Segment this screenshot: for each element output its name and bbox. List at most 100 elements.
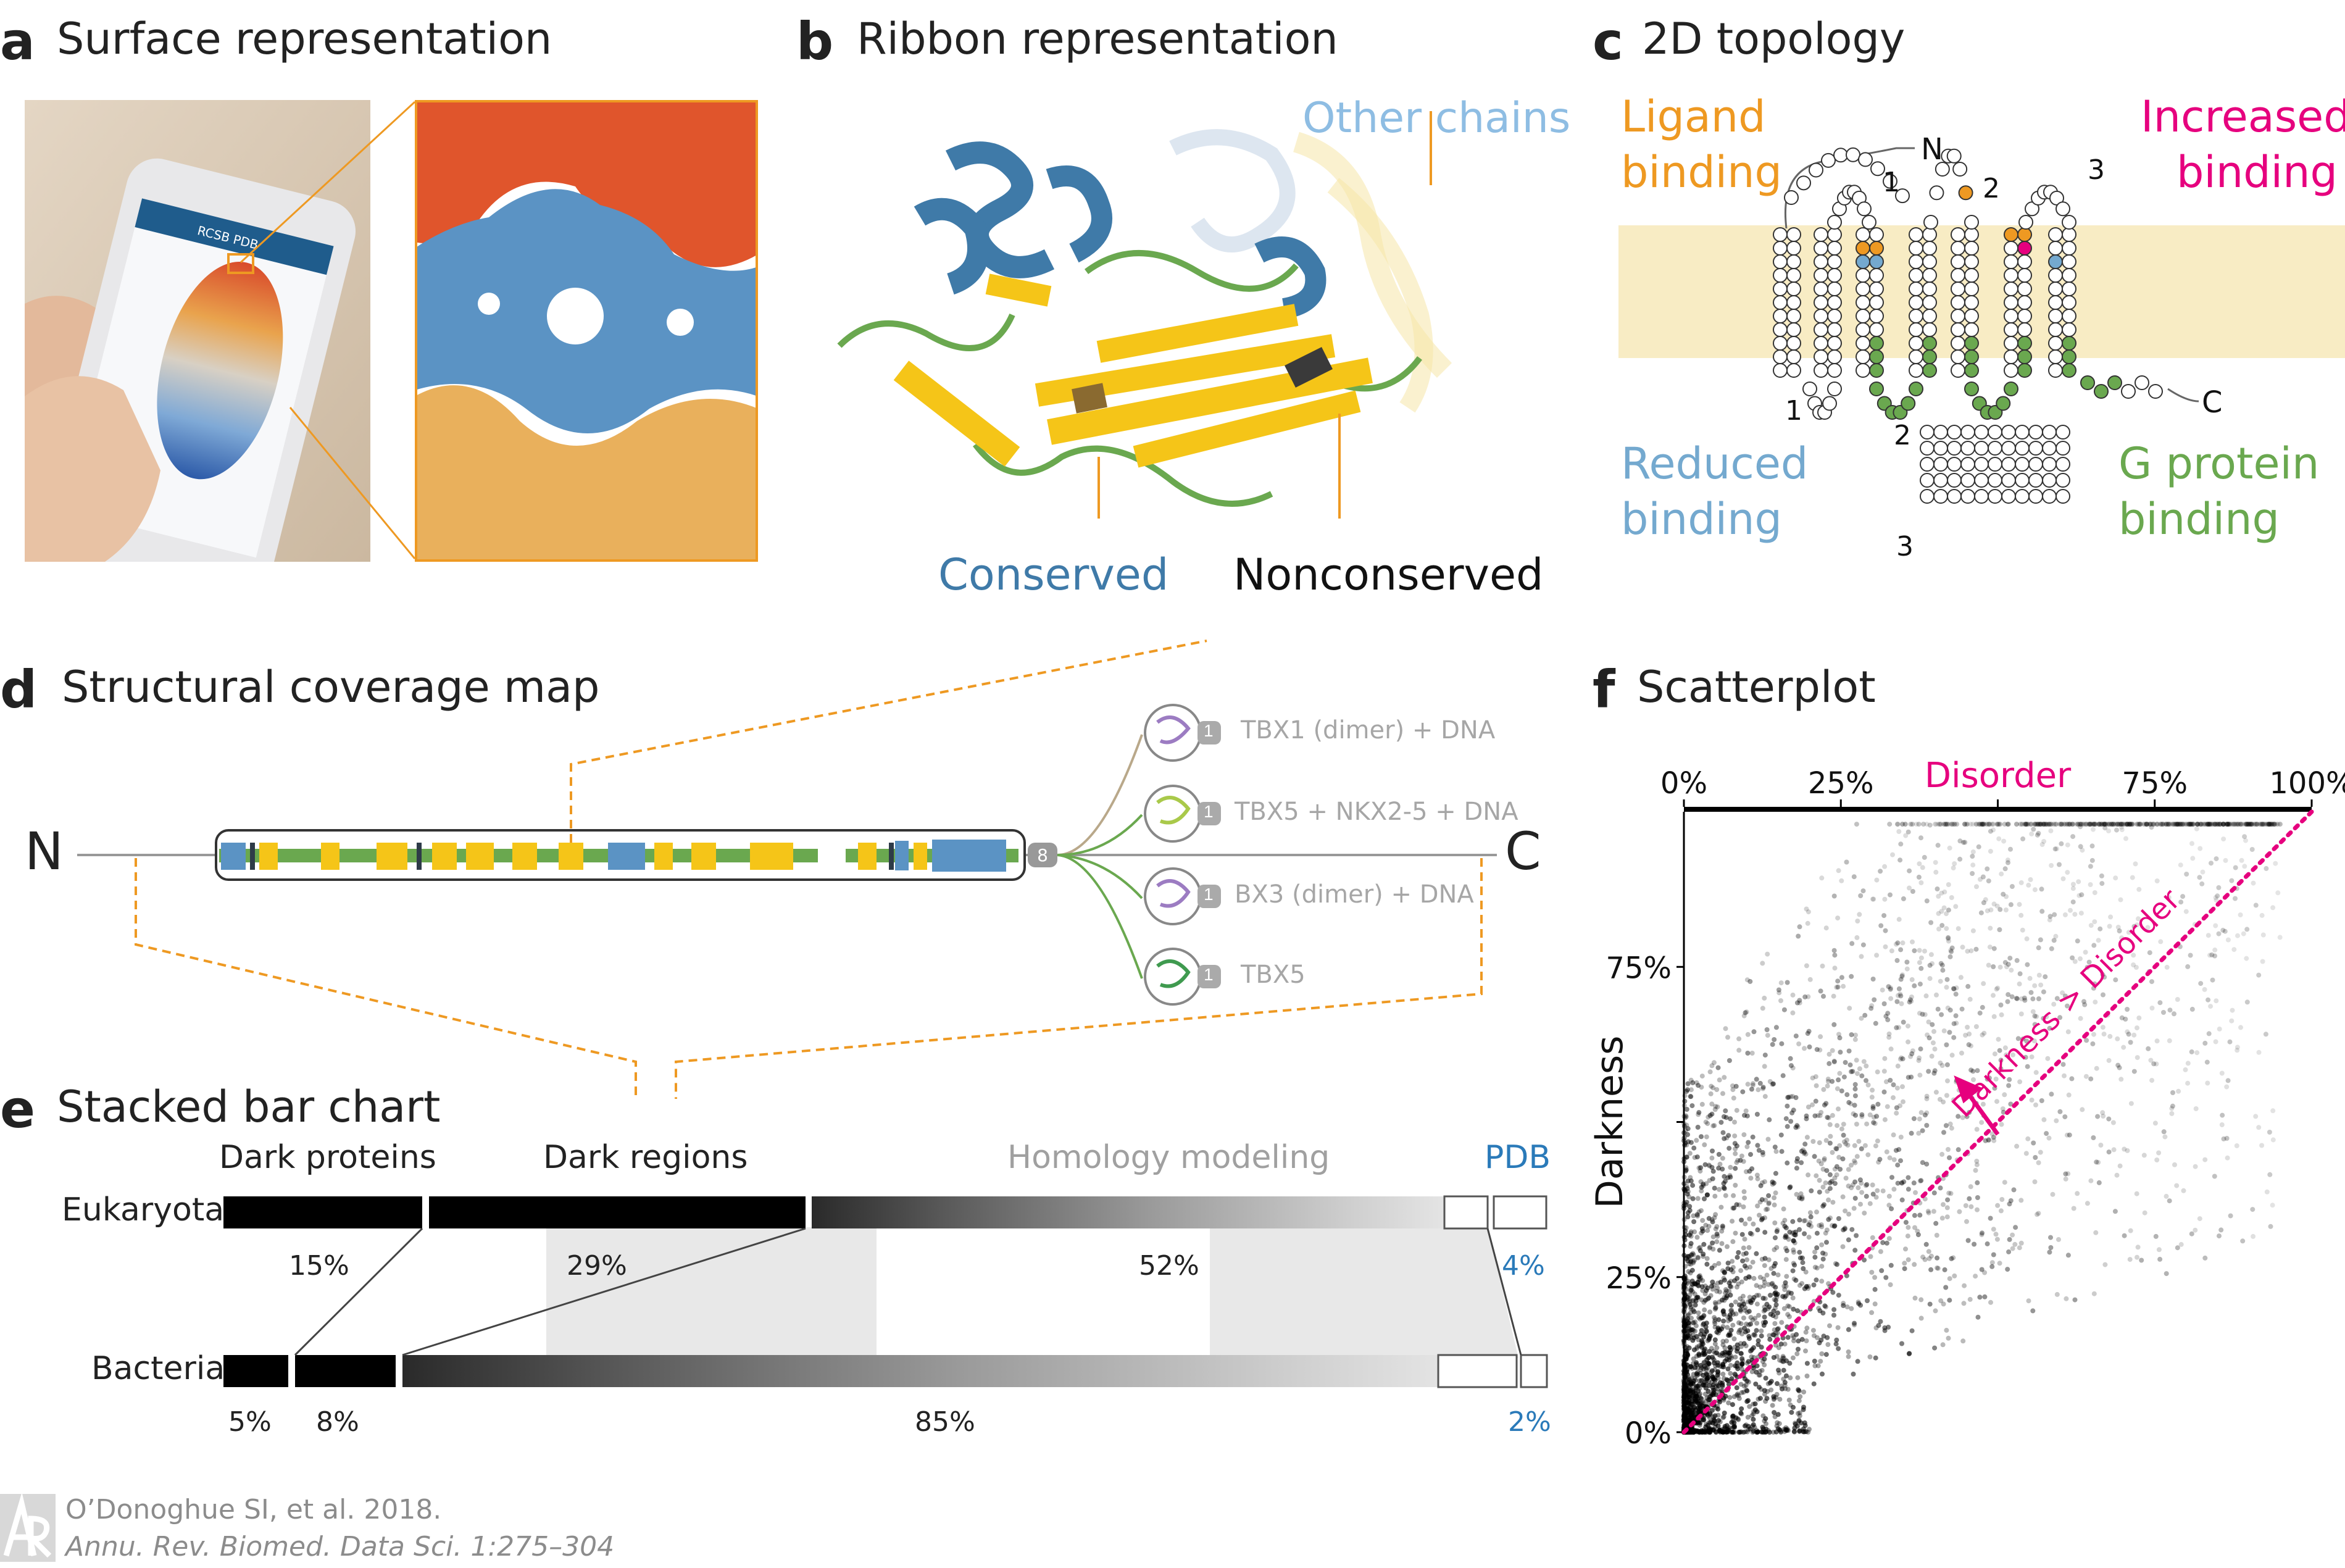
structure-label-1[interactable]: TBX1 (dimer) + DNA xyxy=(1241,716,1496,744)
scatter-point xyxy=(1681,1406,1687,1412)
scatter-point xyxy=(1957,856,1963,862)
scatter-point xyxy=(2057,822,2062,827)
scatter-point xyxy=(1735,1342,1740,1348)
scatter-point xyxy=(1712,1185,1717,1191)
residue-bead xyxy=(2048,241,2063,256)
scatter-point xyxy=(1710,1356,1716,1362)
scatter-point xyxy=(1715,1280,1721,1286)
scatter-point xyxy=(1681,1397,1687,1403)
scatter-point xyxy=(1690,1298,1696,1304)
scatter-point xyxy=(1912,948,1917,954)
scatter-point xyxy=(1931,1209,1936,1214)
scatter-point xyxy=(1827,1172,1833,1177)
scatter-point xyxy=(1709,1063,1715,1069)
scatter-point xyxy=(1894,1085,1900,1091)
scatter-point xyxy=(1937,1096,1943,1102)
scatter-point xyxy=(1681,1419,1686,1424)
residue-bead xyxy=(1869,363,1884,378)
scatter-point xyxy=(1693,1388,1698,1394)
scatter-point xyxy=(1782,1287,1788,1293)
scatter-point xyxy=(1707,1069,1713,1075)
scatter-point xyxy=(1703,1366,1709,1370)
scatter-point xyxy=(1729,1355,1734,1361)
scatter-point xyxy=(1699,1226,1705,1232)
scatter-point xyxy=(1894,957,1900,963)
scatter-point xyxy=(1740,1358,1746,1364)
scatter-point xyxy=(1812,1113,1818,1119)
scatter-point xyxy=(1707,1397,1712,1403)
scatter-point xyxy=(1738,1321,1744,1327)
scatter-point xyxy=(1896,829,1902,834)
scatter-point xyxy=(1681,1390,1687,1395)
scatter-point xyxy=(2108,822,2114,827)
scatter-point xyxy=(1715,1406,1721,1412)
scatter-point xyxy=(1739,1232,1745,1237)
scatter-point xyxy=(1688,1244,1693,1249)
scatter-point xyxy=(1685,1186,1690,1191)
scatter-point xyxy=(1811,1333,1817,1338)
scatter-point xyxy=(1843,1175,1849,1181)
scatter-point xyxy=(1681,1302,1687,1307)
scatter-point xyxy=(1959,1006,1965,1012)
scatter-point xyxy=(1714,1232,1720,1237)
scatter-point xyxy=(1782,1224,1788,1229)
scatter-point xyxy=(1685,1409,1691,1414)
scatter-point xyxy=(1702,1364,1707,1369)
scatter-point xyxy=(1739,1411,1744,1417)
scatter-point xyxy=(1844,859,1849,865)
scatter-point xyxy=(1959,1050,1964,1056)
scatter-point xyxy=(2208,822,2213,827)
scatter-point xyxy=(1761,1283,1767,1289)
scatter-point xyxy=(1926,1035,1932,1041)
scatter-point xyxy=(2169,1106,2175,1111)
scatter-point xyxy=(2184,872,2189,877)
residue-bead xyxy=(1901,396,1916,411)
scatter-point xyxy=(1962,822,1967,827)
scatter-point xyxy=(2005,822,2010,827)
residue-bead xyxy=(1922,227,1937,242)
scatter-point xyxy=(2106,828,2111,833)
structure-label-3[interactable]: BX3 (dimer) + DNA xyxy=(1235,880,1474,909)
scatter-point xyxy=(1681,1417,1687,1422)
label-gprotein-binding-1: G protein xyxy=(2118,438,2320,489)
scatter-point xyxy=(2072,1297,2078,1303)
scatter-point xyxy=(2154,1157,2160,1162)
scatter-point xyxy=(1998,1003,2004,1007)
scatter-point xyxy=(1831,1059,1837,1064)
scatter-point xyxy=(2020,836,2026,841)
scatter-point xyxy=(1846,1048,1852,1054)
scatter-point xyxy=(1696,1396,1701,1402)
residue-bead xyxy=(1870,161,1885,177)
scatter-point xyxy=(1715,1375,1721,1381)
scatter-point xyxy=(1709,1083,1714,1089)
scatter-point xyxy=(2038,1149,2043,1155)
scatter-point xyxy=(2052,846,2058,852)
scatter-point xyxy=(1681,1290,1686,1296)
residue-bead xyxy=(2028,425,2043,440)
scatter-point xyxy=(2022,995,2027,1001)
scatter-point xyxy=(1904,966,1910,972)
scatter-point xyxy=(2257,822,2262,827)
scatter-point xyxy=(1846,1183,1851,1189)
structure-label-4[interactable]: TBX5 xyxy=(1241,961,1306,989)
residue-bead xyxy=(1786,363,1801,378)
scatter-point xyxy=(1960,1338,1966,1344)
scatter-point xyxy=(1682,1366,1688,1372)
scatter-point xyxy=(2043,822,2049,827)
residue-bead xyxy=(1974,489,1989,504)
scatter-point xyxy=(2270,1108,2276,1114)
scatter-point xyxy=(1898,1135,1904,1140)
scatter-point xyxy=(2025,1136,2031,1141)
scatter-point xyxy=(1773,1170,1778,1176)
scatter-point xyxy=(1985,866,1990,872)
scatter-point xyxy=(1772,1195,1777,1201)
scatter-point xyxy=(1791,1261,1796,1266)
scatter-point xyxy=(1682,1406,1688,1411)
scatter-point xyxy=(2128,1040,2133,1045)
scatter-point xyxy=(1794,1166,1799,1171)
scatter-point xyxy=(1683,1324,1688,1329)
scatter-point xyxy=(1705,1228,1710,1233)
scatter-point xyxy=(1978,910,1984,915)
structure-label-2[interactable]: TBX5 + NKX2-5 + DNA xyxy=(1235,798,1518,826)
residue-bead xyxy=(2028,457,2043,472)
